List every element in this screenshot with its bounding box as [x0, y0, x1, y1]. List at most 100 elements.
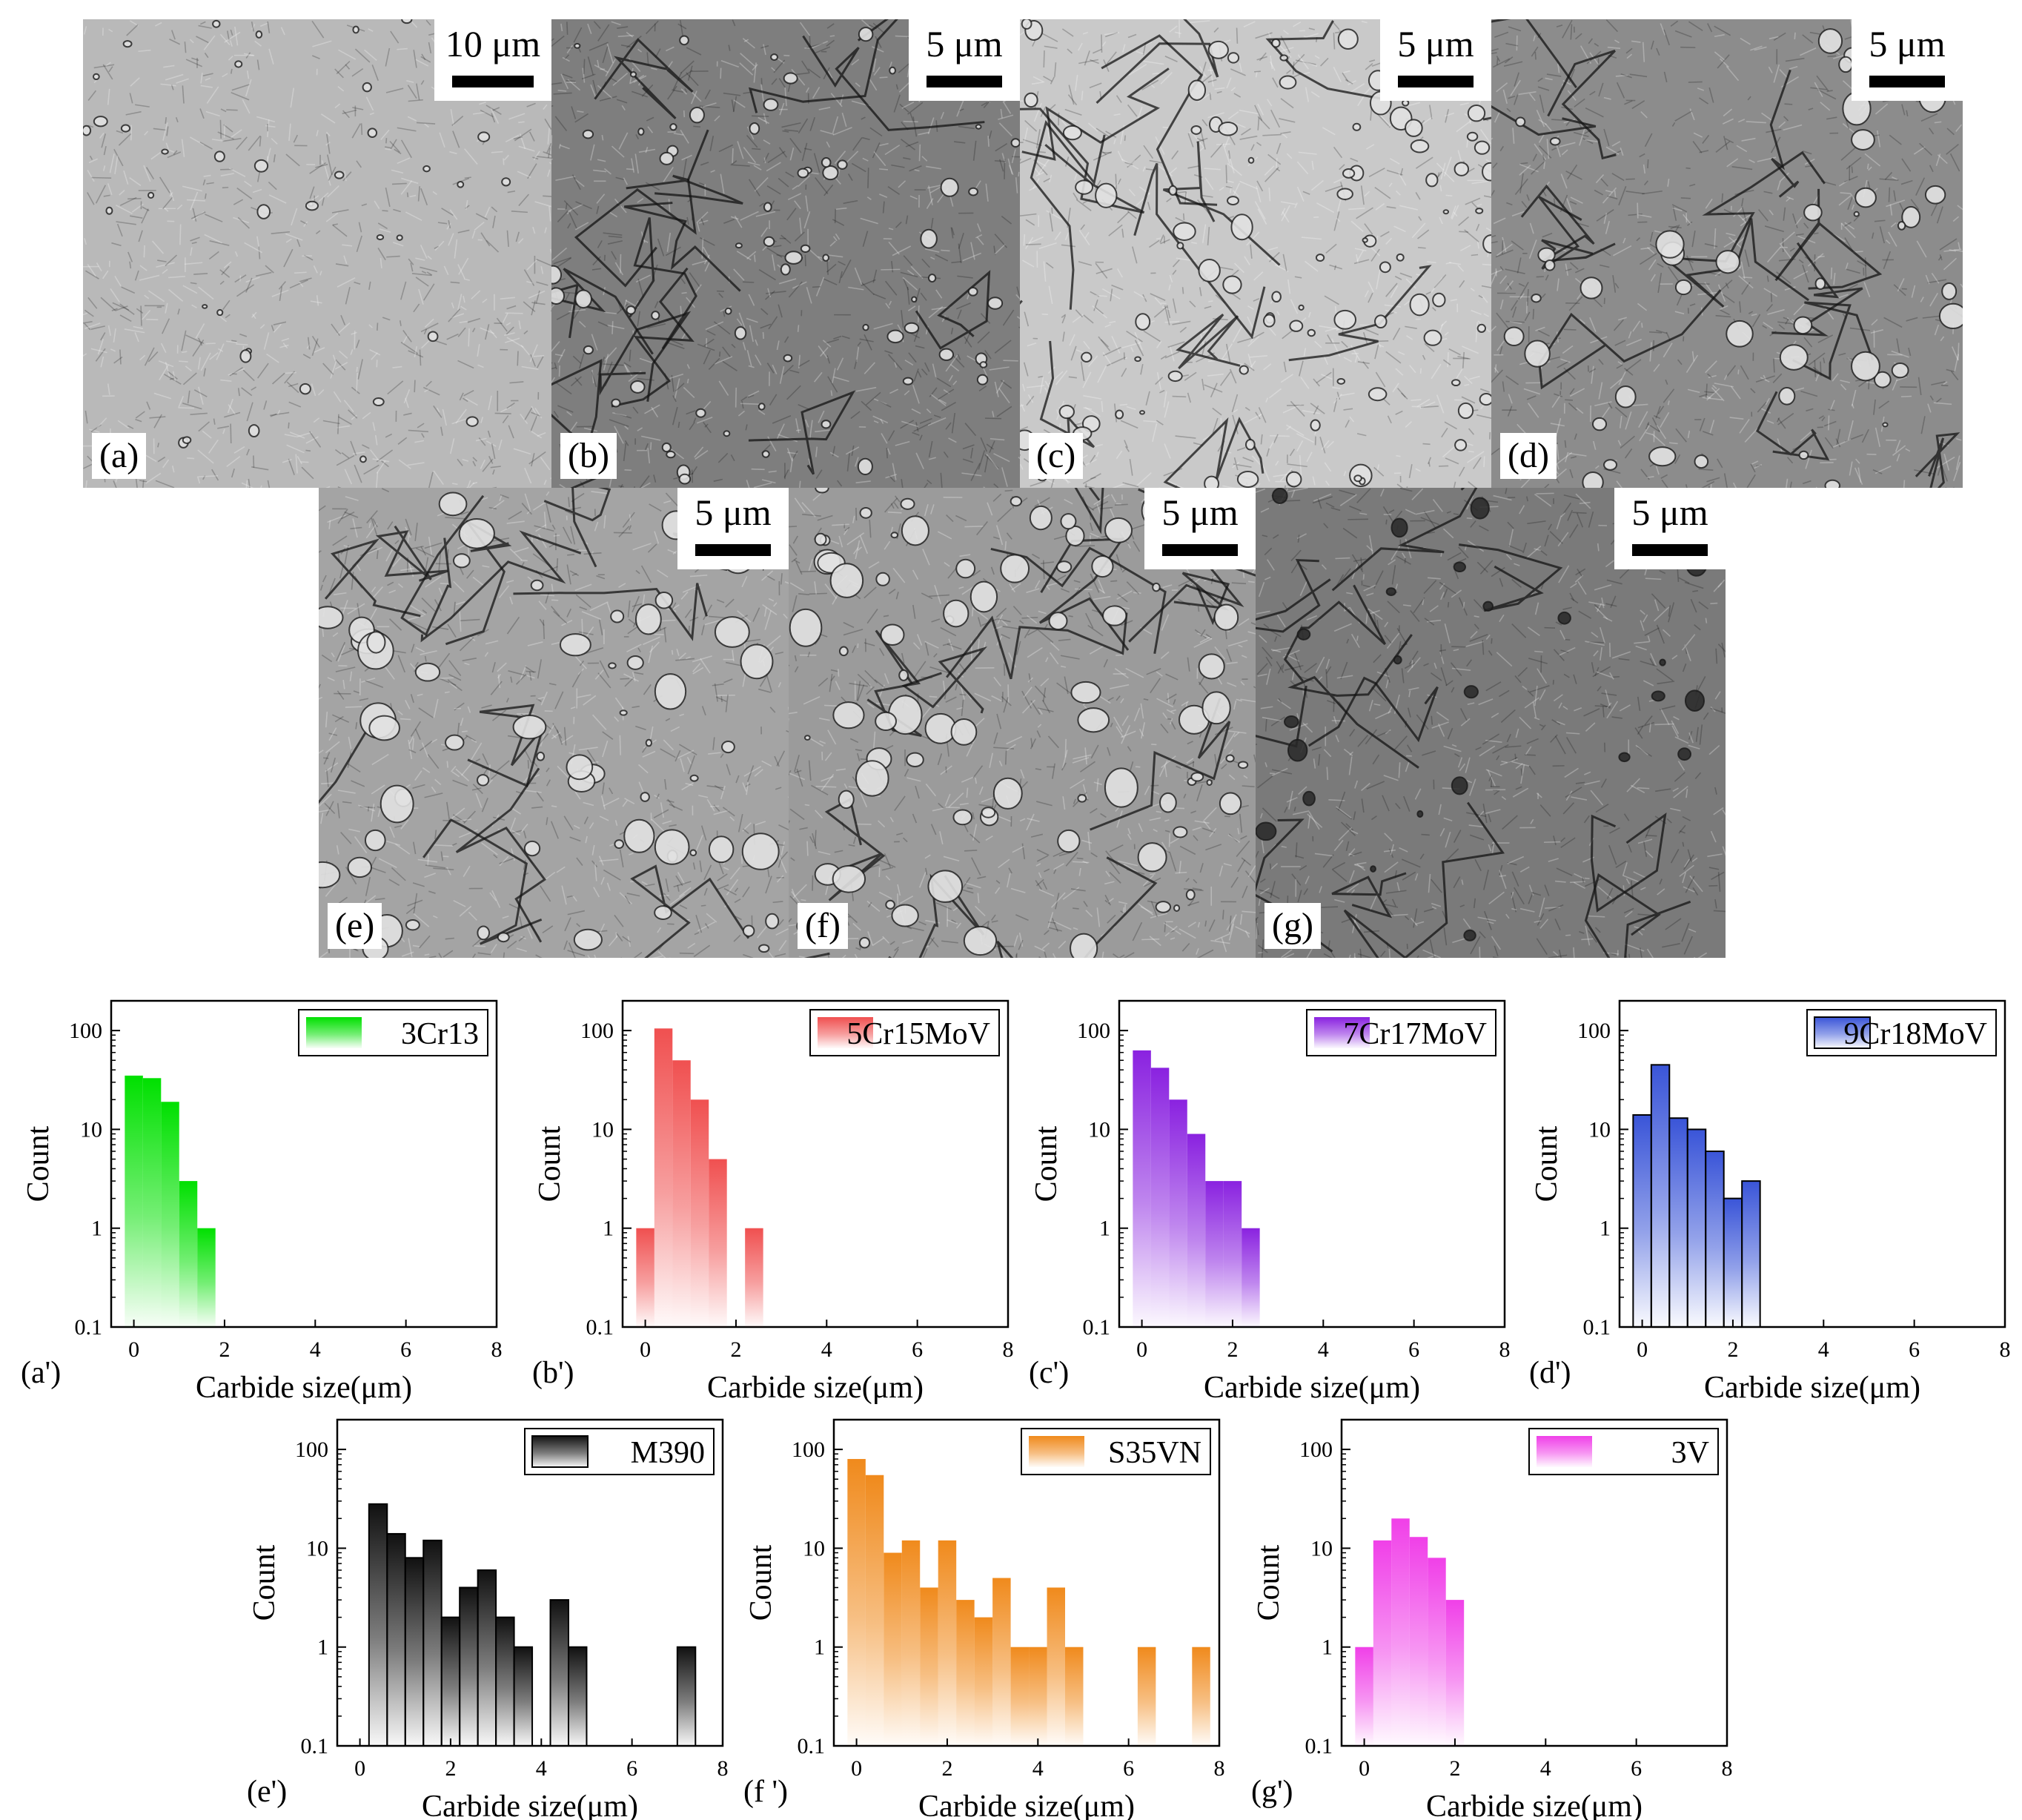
y-tick-label: 0.1 [1583, 1315, 1611, 1340]
histogram-bar [866, 1475, 884, 1746]
scale-bar-label: 5 μm [1852, 24, 1963, 64]
histogram-bar [956, 1600, 974, 1746]
panel-label: (e) [328, 903, 382, 949]
histogram-bar [709, 1159, 726, 1327]
legend-label: 5Cr15MoV [846, 1017, 990, 1051]
scale-bar-line [927, 76, 1002, 87]
panel-caption: (a') [21, 1356, 61, 1390]
scale-bar-line [695, 544, 771, 556]
scale-bar-line [1398, 76, 1474, 87]
y-tick-label: 10 [1588, 1117, 1611, 1142]
x-tick-label: 2 [445, 1756, 456, 1781]
y-tick-label: 10 [80, 1117, 102, 1142]
scale-bar: 5 μm [909, 19, 1020, 101]
scale-bar: 10 μm [434, 19, 551, 101]
x-tick-label: 2 [941, 1756, 952, 1781]
panel-caption: (b') [532, 1356, 574, 1390]
scale-bar-label: 5 μm [1380, 24, 1491, 64]
histogram-bar [1688, 1129, 1706, 1327]
histogram-bar [442, 1618, 460, 1746]
x-axis-label: Carbide size(μm) [1204, 1371, 1420, 1405]
histogram-bar [387, 1534, 405, 1746]
histogram-bar [143, 1078, 161, 1327]
y-tick-label: 10 [591, 1117, 614, 1142]
scale-bar-label: 5 μm [1144, 492, 1256, 532]
histogram-bar [478, 1570, 496, 1746]
legend-swatch [1537, 1436, 1592, 1467]
histogram-bar [1391, 1518, 1409, 1746]
y-tick-label: 1 [603, 1217, 614, 1241]
histogram-bar [1651, 1065, 1669, 1327]
y-axis-label: Count [533, 1125, 567, 1202]
histogram-bar [1446, 1600, 1464, 1746]
y-tick-label: 1 [317, 1635, 328, 1660]
histogram-bar [1410, 1537, 1428, 1746]
y-axis-label: Count [1030, 1125, 1064, 1202]
y-tick-label: 1 [1600, 1217, 1611, 1241]
scale-bar-line [1632, 544, 1708, 556]
histogram-bar [514, 1647, 532, 1746]
sem-panel-e: 5 μm (e) [319, 488, 789, 958]
panel-label: (b) [560, 433, 617, 479]
y-tick-label: 0.1 [1083, 1315, 1111, 1340]
y-tick-label: 10 [1310, 1536, 1333, 1561]
histogram-bar [1742, 1181, 1760, 1327]
scale-bar: 5 μm [677, 488, 789, 569]
y-axis-label: Count [744, 1544, 778, 1621]
legend-label: 7Cr17MoV [1343, 1017, 1487, 1051]
x-axis-label: Carbide size(μm) [1426, 1790, 1643, 1820]
histogram-bar [691, 1099, 709, 1327]
x-tick-label: 2 [1227, 1337, 1238, 1362]
x-tick-label: 4 [821, 1337, 832, 1362]
y-tick-label: 0.1 [301, 1734, 329, 1758]
y-tick-label: 1 [814, 1635, 825, 1660]
histogram-bar [654, 1028, 672, 1327]
y-tick-label: 0.1 [798, 1734, 826, 1758]
y-tick-label: 1 [1099, 1217, 1110, 1241]
x-tick-label: 4 [1818, 1337, 1829, 1362]
y-axis-label: Count [248, 1544, 282, 1621]
histogram-bar [1633, 1115, 1651, 1327]
scale-bar-label: 5 μm [909, 24, 1020, 64]
histogram-bar [496, 1618, 514, 1746]
sem-panel-d: 5 μm (d) [1491, 19, 1963, 488]
x-tick-label: 4 [1032, 1756, 1044, 1781]
y-tick-label: 1 [91, 1217, 102, 1241]
histogram-bar [405, 1558, 423, 1746]
scale-bar-line [452, 76, 534, 87]
y-tick-label: 10 [803, 1536, 825, 1561]
sem-panel-b: 5 μm (b) [551, 19, 1020, 488]
histogram-bar [1373, 1541, 1391, 1746]
x-tick-label: 6 [912, 1337, 923, 1362]
legend-label: 3V [1671, 1436, 1709, 1470]
panel-label: (d) [1500, 433, 1557, 479]
histogram-bar [1047, 1587, 1065, 1746]
histogram-bar [672, 1060, 690, 1327]
x-axis-label: Carbide size(μm) [422, 1790, 638, 1820]
x-tick-label: 4 [310, 1337, 321, 1362]
legend-swatch [306, 1017, 362, 1048]
x-tick-label: 0 [851, 1756, 862, 1781]
y-tick-label: 0.1 [1305, 1734, 1333, 1758]
y-tick-label: 100 [1299, 1437, 1333, 1462]
histogram-bar [1428, 1558, 1445, 1746]
histogram-bar [369, 1504, 387, 1746]
legend-label: 9Cr18MoV [1843, 1017, 1987, 1051]
x-tick-label: 0 [1136, 1337, 1147, 1362]
x-tick-label: 6 [626, 1756, 637, 1781]
histogram-bar [1029, 1647, 1047, 1746]
y-tick-label: 100 [69, 1019, 102, 1043]
x-tick-label: 2 [1449, 1756, 1460, 1781]
scale-bar-label: 10 μm [434, 24, 551, 64]
y-tick-label: 100 [1577, 1019, 1611, 1043]
histogram-bar [1187, 1134, 1205, 1327]
histogram-bar [1192, 1647, 1210, 1746]
histogram-bar [1133, 1050, 1150, 1327]
histogram-bar [975, 1618, 992, 1746]
